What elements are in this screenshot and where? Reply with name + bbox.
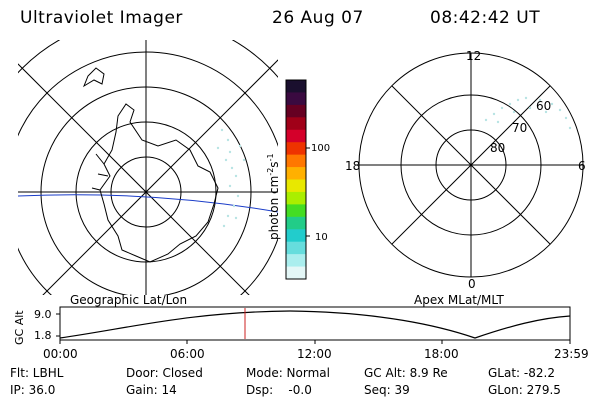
status-mode: Mode: Normal — [246, 366, 330, 380]
altitude-xticks — [59, 340, 571, 344]
colorbar-segment — [286, 142, 306, 156]
mlt-label-12: 12 — [466, 49, 481, 63]
status-glon: GLon: 279.5 — [488, 383, 561, 397]
xtick-label-0000: 00:00 — [43, 347, 78, 361]
mlat-label-60: 60 — [536, 99, 551, 113]
mlt-label-6: 6 — [578, 159, 586, 173]
colorbar-segment — [286, 129, 306, 143]
colorbar-frame — [285, 79, 307, 280]
status-ip: IP: 36.0 — [10, 383, 56, 397]
status-dsp: Dsp: -0.0 — [246, 383, 312, 397]
colorbar-segment — [286, 266, 306, 280]
colorbar-label-10: 10 — [315, 232, 328, 243]
status-glat: GLat: -82.2 — [488, 366, 555, 380]
terminator-line — [18, 194, 278, 213]
colorbar-segment — [286, 191, 306, 205]
status-flt: Flt: LBHL — [10, 366, 64, 380]
colorbar-segment — [286, 179, 306, 193]
mlt-label-0: 0 — [468, 277, 476, 291]
ytick-label-9: 9.0 — [34, 308, 52, 321]
mlat-label-80: 80 — [490, 141, 505, 155]
status-gain: Gain: 14 — [126, 383, 177, 397]
status-gcalt: GC Alt: 8.9 Re — [364, 366, 448, 380]
colorbar-segment — [286, 167, 306, 180]
colorbar-segment — [286, 229, 306, 243]
apex-polar-plot — [358, 52, 584, 278]
mlt-line-d2 — [391, 85, 551, 245]
lon-line-d2 — [42, 59, 278, 295]
xtick-label-1200: 12:00 — [297, 347, 332, 361]
colorbar-segment — [286, 117, 306, 131]
mlat-label-70: 70 — [512, 121, 527, 135]
continent-outline — [99, 103, 219, 263]
colorbar-segment — [286, 92, 306, 106]
colorbar-segment — [286, 154, 306, 168]
colorbar-segment — [286, 254, 306, 268]
colorbar-segment — [286, 80, 306, 93]
colorbar-segment — [286, 204, 306, 218]
xtick-label-0600: 06:00 — [170, 347, 205, 361]
altitude-curve — [59, 310, 571, 339]
ytick-label-1-8: 1.8 — [34, 329, 52, 342]
xtick-label-2359: 23:59 — [554, 347, 589, 361]
colorbar-title: photon cm-2s-1 — [266, 153, 281, 240]
status-door: Door: Closed — [126, 366, 203, 380]
xtick-label-1800: 18:00 — [424, 347, 459, 361]
aurora-speckle-right — [484, 96, 572, 130]
mlt-label-18: 18 — [345, 159, 360, 173]
colorbar — [286, 80, 306, 280]
date-label: 26 Aug 07 — [272, 8, 364, 28]
colorbar-label-100: 100 — [311, 143, 330, 154]
time-label: 08:42:42 UT — [430, 8, 541, 28]
peninsula-outline — [91, 153, 109, 191]
altitude-axis-label: GC Alt — [13, 310, 26, 345]
right-panel-caption: Apex MLat/MLT — [414, 293, 504, 307]
geographic-polar-plot — [18, 40, 278, 295]
south-america-outline — [82, 67, 105, 88]
left-panel-caption: Geographic Lat/Lon — [70, 293, 188, 307]
colorbar-segment — [286, 104, 306, 118]
colorbar-segment — [286, 241, 306, 255]
aurora-speckle-left — [216, 128, 246, 228]
instrument-title: Ultraviolet Imager — [20, 8, 183, 28]
status-seq: Seq: 39 — [364, 383, 410, 397]
colorbar-segment — [286, 216, 306, 230]
